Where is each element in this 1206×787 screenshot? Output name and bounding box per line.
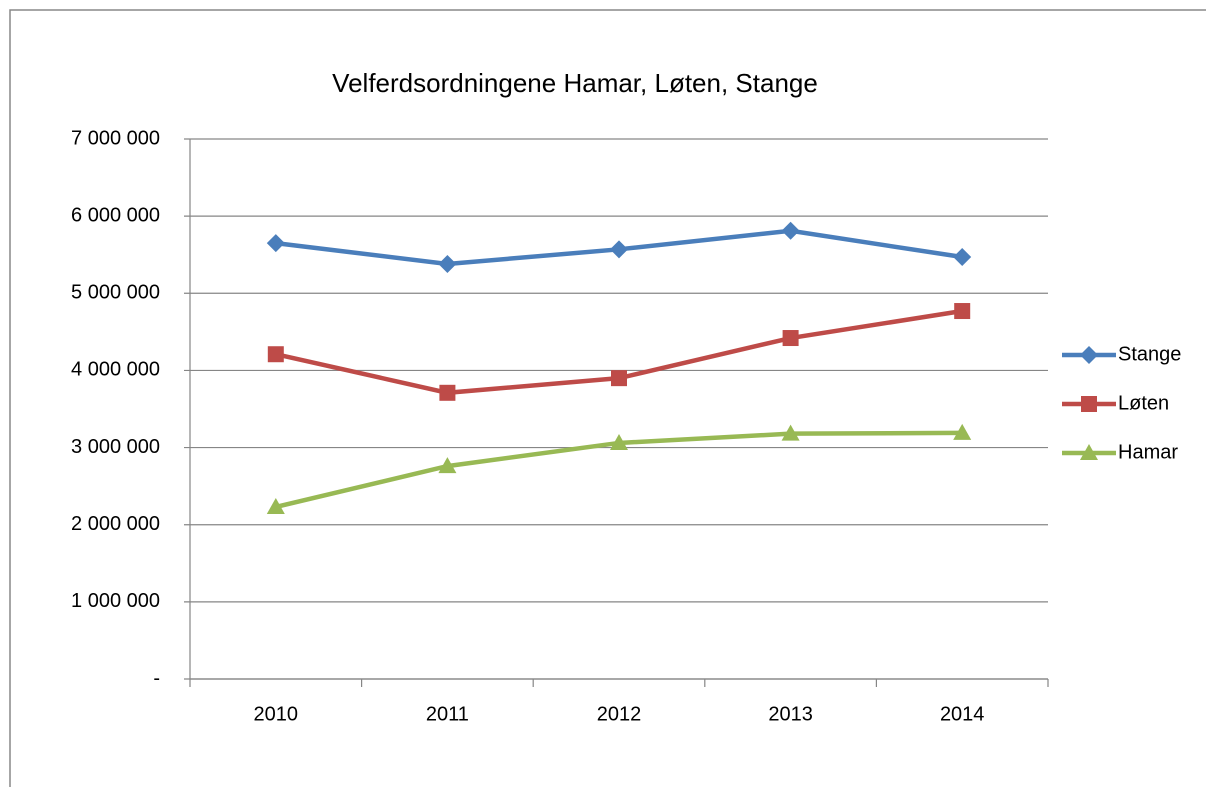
legend-label: Hamar xyxy=(1118,441,1178,463)
data-point xyxy=(954,303,971,320)
y-tick-label: 2 000 000 xyxy=(71,513,160,535)
data-point xyxy=(267,346,284,363)
chart-title: Velferdsordningene Hamar, Løten, Stange xyxy=(332,68,818,98)
data-point xyxy=(438,254,457,273)
data-point xyxy=(610,240,628,259)
data-point xyxy=(439,384,456,401)
y-tick-label: 5 000 000 xyxy=(71,282,160,304)
x-tick-label: 2011 xyxy=(426,703,469,725)
x-tick-label: 2013 xyxy=(768,703,813,725)
data-point xyxy=(781,424,800,441)
x-tick-label: 2010 xyxy=(254,703,299,725)
y-tick-label: 7 000 000 xyxy=(71,127,160,149)
legend-marker xyxy=(1081,396,1097,412)
data-point xyxy=(438,457,457,474)
data-point xyxy=(266,234,285,253)
data-point xyxy=(610,433,628,450)
data-point xyxy=(611,370,627,387)
y-tick-label: - xyxy=(153,667,160,689)
y-tick-label: 1 000 000 xyxy=(71,590,160,612)
data-point xyxy=(953,423,972,440)
x-tick-label: 2012 xyxy=(597,703,642,725)
legend-marker xyxy=(1080,444,1098,460)
y-tick-label: 3 000 000 xyxy=(71,436,160,458)
legend-label: Stange xyxy=(1118,343,1181,365)
x-tick-label: 2014 xyxy=(940,703,985,725)
data-point xyxy=(781,221,800,240)
legend-marker xyxy=(1080,346,1098,364)
y-tick-label: 4 000 000 xyxy=(71,359,160,381)
data-point xyxy=(953,248,972,267)
data-point xyxy=(782,330,799,347)
y-tick-label: 6 000 000 xyxy=(71,204,160,226)
data-point xyxy=(266,497,285,514)
legend-label: Løten xyxy=(1118,392,1169,414)
